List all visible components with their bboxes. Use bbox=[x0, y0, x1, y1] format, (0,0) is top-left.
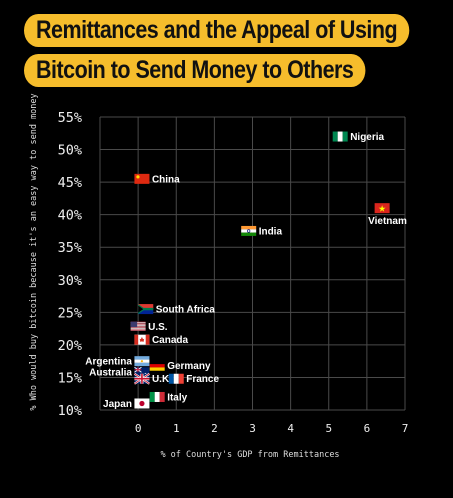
point-label: Germany bbox=[167, 361, 211, 372]
y-tick-label: 10% bbox=[58, 403, 82, 419]
point-label: France bbox=[186, 374, 219, 385]
point-argentina: Argentina bbox=[85, 356, 150, 368]
point-label: South Africa bbox=[156, 305, 216, 316]
x-tick-label: 4 bbox=[287, 422, 294, 435]
y-tick-label: 35% bbox=[58, 240, 82, 256]
italy-flag-icon bbox=[149, 391, 165, 402]
point-france: France bbox=[168, 373, 219, 385]
point-china: China bbox=[134, 173, 180, 185]
y-tick-label: 20% bbox=[58, 338, 82, 354]
point-vietnam: Vietnam bbox=[368, 203, 407, 227]
point-nigeria: Nigeria bbox=[332, 131, 385, 143]
usa-flag-icon bbox=[130, 321, 146, 331]
point-u-k: U.K. bbox=[133, 372, 172, 385]
point-u-s: U.S. bbox=[130, 321, 168, 333]
point-india: India bbox=[241, 225, 283, 237]
y-tick-label: 30% bbox=[58, 273, 82, 289]
x-tick-label: 2 bbox=[211, 422, 218, 435]
point-label: Vietnam bbox=[368, 216, 407, 227]
point-label: U.K. bbox=[152, 374, 172, 385]
x-axis-title: % of Country's GDP from Remittances bbox=[160, 450, 339, 460]
y-tick-label: 55% bbox=[58, 110, 82, 126]
point-label: India bbox=[259, 226, 283, 237]
y-tick-label: 40% bbox=[58, 208, 82, 224]
canada-flag-icon bbox=[134, 334, 150, 345]
point-canada: Canada bbox=[134, 334, 189, 346]
france-flag-icon bbox=[168, 373, 184, 384]
nigeria-flag-icon bbox=[332, 131, 348, 142]
y-tick-label: 15% bbox=[58, 370, 82, 386]
title-line-1: Remittances and the Appeal of Using bbox=[24, 14, 410, 47]
india-flag-icon bbox=[241, 225, 257, 236]
point-label: Nigeria bbox=[350, 132, 384, 143]
x-tick-label: 7 bbox=[402, 422, 409, 435]
germany-flag-icon bbox=[149, 360, 165, 371]
point-label: U.S. bbox=[148, 322, 168, 333]
china-flag-icon bbox=[134, 173, 150, 184]
point-label: Italy bbox=[167, 392, 187, 403]
vietnam-flag-icon bbox=[374, 203, 390, 214]
y-tick-label: 45% bbox=[58, 175, 82, 191]
japan-flag-icon bbox=[134, 398, 150, 409]
point-italy: Italy bbox=[149, 391, 188, 403]
point-japan: Japan bbox=[103, 398, 150, 410]
point-label: Australia bbox=[89, 368, 132, 379]
y-tick-label: 25% bbox=[58, 305, 82, 321]
title-line-2: Bitcoin to Send Money to Others bbox=[24, 54, 366, 87]
x-tick-label: 5 bbox=[325, 422, 332, 435]
point-label: Argentina bbox=[85, 357, 132, 368]
y-axis-title: % Who would buy bitcoin because it's an … bbox=[29, 93, 39, 410]
x-tick-label: 1 bbox=[173, 422, 180, 435]
argentina-flag-icon bbox=[134, 356, 150, 367]
point-label: Japan bbox=[103, 399, 132, 410]
point-germany: Germany bbox=[149, 360, 211, 372]
uk-flag-icon bbox=[133, 372, 150, 385]
x-tick-label: 0 bbox=[135, 422, 142, 435]
south-africa-flag-icon bbox=[138, 304, 154, 315]
point-label: China bbox=[152, 174, 180, 185]
y-tick-label: 50% bbox=[58, 143, 82, 159]
x-tick-label: 3 bbox=[249, 422, 256, 435]
x-tick-label: 6 bbox=[364, 422, 371, 435]
point-label: Canada bbox=[152, 335, 189, 346]
point-south-africa: South Africa bbox=[138, 304, 215, 316]
